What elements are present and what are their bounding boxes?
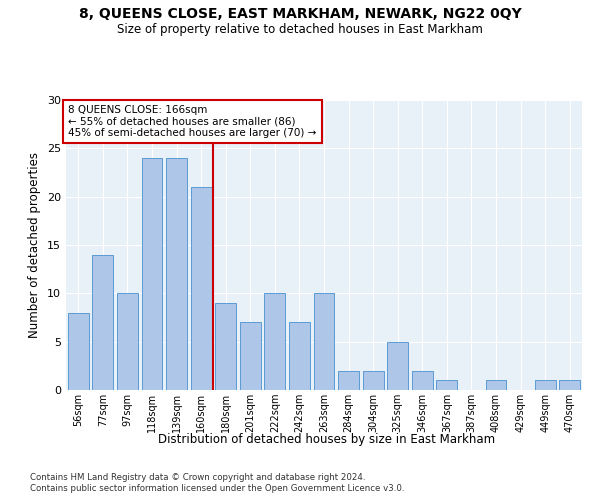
Text: 8 QUEENS CLOSE: 166sqm
← 55% of detached houses are smaller (86)
45% of semi-det: 8 QUEENS CLOSE: 166sqm ← 55% of detached… (68, 105, 317, 138)
Text: Contains public sector information licensed under the Open Government Licence v3: Contains public sector information licen… (30, 484, 404, 493)
Bar (289, 322, 310, 390)
Bar (191, 187, 212, 390)
Bar (436, 380, 457, 390)
Bar (240, 322, 261, 390)
Text: Contains HM Land Registry data © Crown copyright and database right 2024.: Contains HM Land Registry data © Crown c… (30, 472, 365, 482)
Bar (314, 294, 334, 390)
Bar (412, 370, 433, 390)
Bar (362, 370, 383, 390)
Bar (142, 158, 163, 390)
Y-axis label: Number of detached properties: Number of detached properties (28, 152, 41, 338)
Text: Size of property relative to detached houses in East Markham: Size of property relative to detached ho… (117, 22, 483, 36)
Bar (338, 370, 359, 390)
Bar (166, 158, 187, 390)
Bar (485, 380, 506, 390)
Bar (387, 342, 408, 390)
Bar (265, 294, 286, 390)
Bar (559, 380, 580, 390)
Text: Distribution of detached houses by size in East Markham: Distribution of detached houses by size … (158, 432, 496, 446)
Bar (117, 294, 138, 390)
Bar (92, 254, 113, 390)
Bar (215, 303, 236, 390)
Bar (535, 380, 556, 390)
Bar (68, 312, 89, 390)
Text: 8, QUEENS CLOSE, EAST MARKHAM, NEWARK, NG22 0QY: 8, QUEENS CLOSE, EAST MARKHAM, NEWARK, N… (79, 8, 521, 22)
